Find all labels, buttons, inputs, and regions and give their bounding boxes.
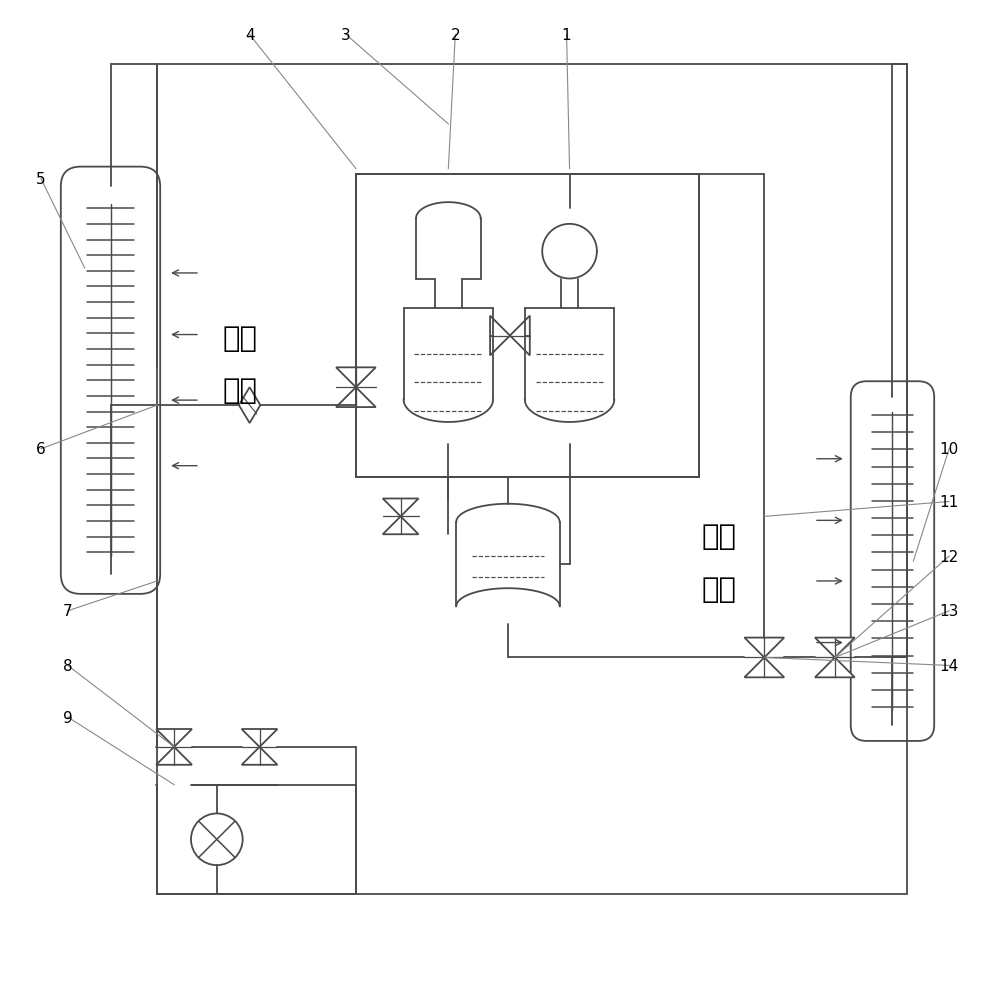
Polygon shape (383, 517, 419, 535)
Polygon shape (242, 730, 277, 747)
Polygon shape (744, 658, 784, 678)
Text: 4: 4 (245, 28, 254, 43)
Text: 11: 11 (939, 494, 959, 510)
Text: 1: 1 (562, 28, 571, 43)
Text: 8: 8 (63, 658, 73, 673)
Text: 9: 9 (63, 710, 73, 725)
Polygon shape (744, 638, 784, 658)
Polygon shape (336, 368, 376, 388)
Polygon shape (336, 388, 376, 408)
Text: 6: 6 (36, 442, 46, 457)
Text: 10: 10 (939, 442, 959, 457)
Text: 7: 7 (63, 603, 73, 618)
Bar (356, 174, 699, 477)
Text: 14: 14 (939, 658, 959, 673)
Polygon shape (242, 747, 277, 765)
Text: 空气: 空气 (222, 377, 257, 405)
Polygon shape (490, 316, 510, 356)
Text: 5: 5 (36, 172, 46, 187)
Text: 12: 12 (939, 549, 959, 564)
Polygon shape (156, 730, 192, 747)
Polygon shape (383, 499, 419, 517)
Text: 3: 3 (341, 28, 351, 43)
Text: 空气: 空气 (701, 576, 736, 603)
Polygon shape (156, 747, 192, 765)
Polygon shape (510, 316, 530, 356)
Polygon shape (815, 638, 855, 658)
Text: 室外: 室外 (222, 324, 257, 352)
Text: 13: 13 (939, 603, 959, 618)
Bar (157, 66, 907, 894)
Text: 室内: 室内 (701, 523, 736, 551)
Text: 2: 2 (450, 28, 460, 43)
Polygon shape (239, 388, 260, 423)
Polygon shape (815, 658, 855, 678)
